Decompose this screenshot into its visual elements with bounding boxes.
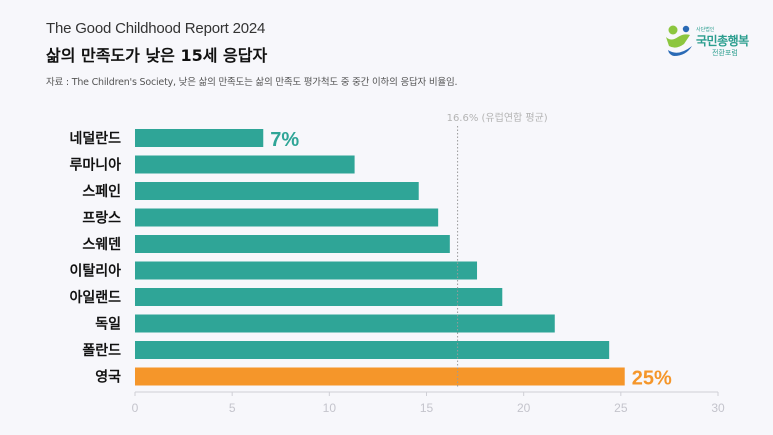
bar <box>135 314 555 333</box>
bar <box>135 208 439 227</box>
x-tick-label: 20 <box>517 401 531 415</box>
x-tick-label: 15 <box>420 401 434 415</box>
category-label: 영국 <box>95 369 121 386</box>
category-label: 폴란드 <box>82 342 121 359</box>
data-label: 25% <box>632 368 672 390</box>
bar <box>135 261 478 280</box>
header: The Good Childhood Report 2024 삶의 만족도가 낮… <box>46 20 458 88</box>
category-label: 스웨덴 <box>82 237 121 253</box>
category-label: 루마니아 <box>69 157 121 174</box>
category-label: 아일랜드 <box>69 289 121 306</box>
category-label: 이탈리아 <box>69 263 121 280</box>
x-tick-label: 5 <box>229 401 236 415</box>
bar <box>135 155 355 174</box>
category-label: 독일 <box>95 317 121 333</box>
x-tick-label: 10 <box>323 401 337 415</box>
brand-logo: 사단법인 국민총행복 전환포럼 <box>664 24 754 60</box>
logo-small-text: 사단법인 <box>696 27 715 33</box>
bar <box>135 367 625 386</box>
bar <box>135 129 264 147</box>
category-label: 프랑스 <box>82 211 121 227</box>
chart-title: 삶의 만족도가 낮은 15세 응답자 <box>46 46 268 65</box>
report-title: The Good Childhood Report 2024 <box>46 20 266 37</box>
logo-sub-text: 전환포럼 <box>712 49 738 57</box>
bar <box>135 182 419 200</box>
x-tick-label: 30 <box>711 401 725 415</box>
x-tick-label: 0 <box>132 401 139 415</box>
category-label: 네덜란드 <box>69 130 121 147</box>
reference-label: 16.6% (유럽연합 평균) <box>447 112 548 124</box>
bar <box>135 235 450 253</box>
source-note: 자료 : The Children's Society, 낮은 삶의 만족도는 … <box>46 77 458 88</box>
bar <box>135 288 503 306</box>
logo-mark-icon <box>666 25 692 56</box>
data-label: 7% <box>270 129 299 151</box>
logo-main-text: 국민총행복 <box>696 34 749 48</box>
category-label: 스페인 <box>82 183 121 200</box>
bar <box>135 341 610 359</box>
x-tick-label: 25 <box>614 401 628 415</box>
